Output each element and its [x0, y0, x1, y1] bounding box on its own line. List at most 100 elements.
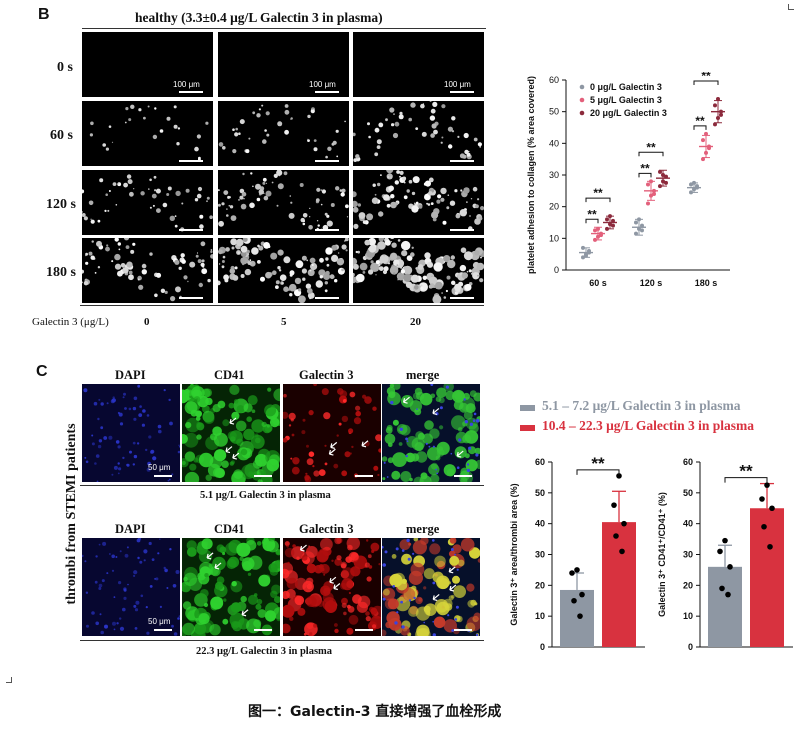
y-tick-label: 40 [549, 138, 559, 148]
scale-bar-label: 100 μm [444, 80, 471, 89]
y-tick-label: 30 [683, 550, 693, 560]
data-point [761, 523, 767, 530]
time-label-60s: 60 s [50, 128, 73, 143]
significance-bracket [638, 151, 664, 157]
scale-bar [454, 475, 472, 477]
significance-bracket [638, 172, 652, 178]
significance-label: ** [587, 207, 597, 221]
legend-label-high: 10.4 – 22.3 μg/L Galectin 3 in plasma [542, 418, 755, 433]
data-point [661, 179, 665, 184]
data-point [640, 228, 644, 233]
significance-bracket [585, 197, 611, 203]
adhesion-image-60s-5 [218, 101, 349, 166]
y-tick-label: 0 [554, 265, 559, 275]
data-point [689, 182, 693, 187]
data-point [689, 190, 693, 195]
data-point [613, 533, 619, 539]
data-point [719, 109, 723, 114]
significance-bracket [724, 477, 768, 483]
y-axis-label: platelet adhesion to collagen (% area co… [526, 76, 536, 274]
data-point [719, 112, 723, 117]
data-point [661, 173, 665, 177]
y-tick-label: 60 [683, 457, 693, 467]
bar [602, 522, 636, 647]
data-point [717, 548, 723, 555]
legend-swatch-high [520, 425, 535, 431]
data-point [581, 255, 585, 260]
data-point [704, 131, 708, 136]
data-point [619, 548, 625, 555]
scale-bar [450, 297, 474, 299]
bar [560, 589, 594, 647]
side-label-thrombi: thrombi from STEMI patients [64, 423, 79, 605]
panel-b-grid-underline [80, 305, 484, 306]
caption-bottom-line [80, 640, 484, 641]
significance-label: ** [701, 72, 711, 83]
scale-bar [450, 91, 474, 93]
legend-marker [579, 97, 585, 103]
data-point [608, 214, 612, 219]
channel-head-galectin-top: Galectin 3 [299, 368, 354, 382]
data-point [634, 220, 638, 225]
legend-marker [579, 110, 585, 116]
caption-top: 5.1 μg/L Galectin 3 in plasma [200, 490, 331, 501]
y-tick-label: 60 [535, 457, 545, 467]
channel-head-dapi-top: DAPI [115, 368, 146, 382]
y-tick-label: 20 [683, 580, 693, 590]
data-point [658, 184, 662, 189]
y-tick-label: 10 [535, 611, 545, 621]
data-point [593, 228, 597, 233]
channel-head-cd41-bottom: CD41 [214, 522, 245, 536]
y-tick-label: 50 [683, 488, 693, 498]
data-point [652, 192, 656, 196]
data-point [713, 103, 717, 108]
scale-bar [355, 629, 373, 631]
x-tick-label: 180 s [695, 278, 718, 288]
data-point [646, 201, 650, 206]
scale-bar [315, 160, 339, 162]
scale-bar [254, 629, 272, 631]
concentration-20: 20 [410, 316, 421, 328]
y-tick-label: 50 [549, 107, 559, 117]
bar [708, 566, 742, 647]
platelet-adhesion-scatter-chart: 0 10 20 30 40 50 60 platelet adhesion to collag… [526, 72, 730, 288]
concentration-0: 0 [144, 316, 150, 328]
side-label-wrap: thrombi from STEMI patients [57, 368, 79, 658]
significance-label: ** [591, 454, 605, 473]
data-point [658, 169, 662, 174]
data-point [596, 234, 600, 239]
data-point [692, 180, 696, 185]
y-tick-label: 60 [549, 75, 559, 85]
data-point [581, 245, 585, 250]
data-point [727, 564, 733, 570]
y-tick-label: 30 [535, 550, 545, 560]
corner-mark-right [788, 4, 794, 10]
significance-bracket [585, 218, 599, 224]
channel-head-cd41-top: CD41 [214, 368, 245, 382]
data-point [611, 218, 615, 223]
scale-bar-label: 50 μm [148, 617, 171, 626]
scale-bar [454, 629, 472, 631]
scale-bar [154, 475, 172, 477]
scale-bar-label: 100 μm [173, 80, 200, 89]
significance-label: ** [593, 186, 603, 200]
y-tick-label: 0 [688, 642, 693, 652]
data-point [713, 122, 717, 127]
channel-head-merge-bottom: merge [406, 522, 440, 536]
channel-head-dapi-bottom: DAPI [115, 522, 146, 536]
y-axis-label: Galectin 3⁺ area/thrombi area (%) [509, 483, 519, 625]
fluorescence-image-galectin-low [283, 384, 381, 482]
legend-marker [579, 84, 585, 90]
data-point [605, 226, 609, 231]
scale-bar [254, 475, 272, 477]
channel-head-galectin-bottom: Galectin 3 [299, 522, 354, 536]
legend-label-low: 5.1 – 7.2 μg/L Galectin 3 in plasma [542, 398, 741, 413]
fluorescence-image-dapi-low: 50 μm [82, 384, 180, 482]
data-point [611, 502, 617, 508]
data-point [579, 591, 585, 598]
adhesion-image-0s-5: 100 μm [218, 32, 349, 97]
data-point [716, 116, 720, 120]
data-point [596, 226, 600, 231]
data-point [640, 223, 644, 228]
corner-mark-left [6, 677, 12, 683]
